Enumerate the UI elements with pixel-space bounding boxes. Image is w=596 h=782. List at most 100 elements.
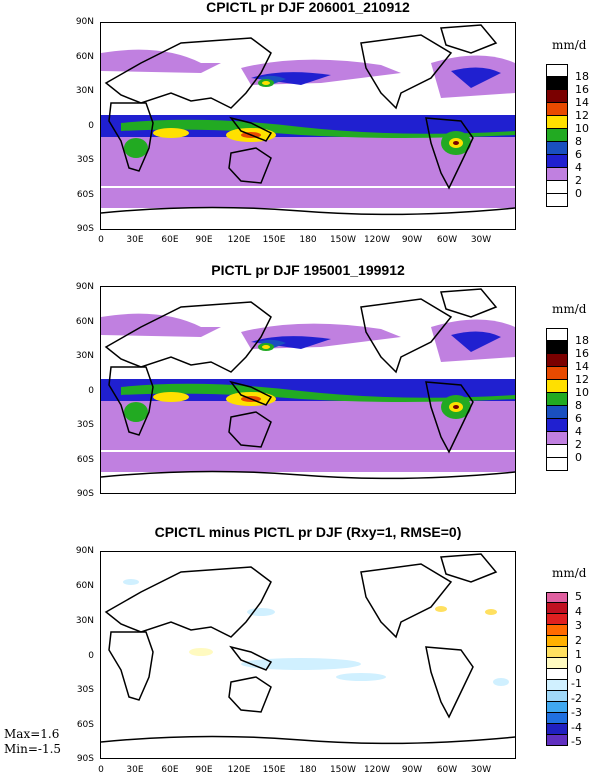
colorbar-box [546,419,568,432]
colorbar-box [546,636,568,647]
panel-difference: CPICTL minus PICTL pr DJF (Rxy=1, RMSE=0… [0,524,596,782]
precip-map [101,24,515,216]
lon-label: 90E [195,235,213,245]
colorbar-label: -5 [571,735,582,748]
lon-label: 90W [401,765,423,775]
colorbar-box [546,625,568,636]
southern-ocean-band [101,452,515,472]
lon-label: 180 [299,235,317,245]
lat-label: 30S [76,685,94,695]
map-plot [100,551,516,759]
africa-green [124,138,148,158]
colorbar-box [546,702,568,713]
colorbar-box [546,354,568,367]
colorbar-box [546,592,568,603]
colorbar-box [546,680,568,691]
precip-map [101,288,515,480]
kuroshio-core [259,75,286,85]
colorbar-box [546,406,568,419]
colorbar-box [546,64,568,77]
africa-green [124,402,148,422]
colorbar-label: 12 [575,109,589,122]
colorbar-box [546,116,568,129]
colorbar-label: 0 [575,451,582,464]
lat-label: 0 [88,651,94,661]
lon-label: 90W [401,235,423,245]
indian-max [153,128,189,138]
lon-label: 120E [227,235,251,245]
colorbar [546,328,568,471]
colorbar-label: 8 [575,135,582,148]
colorbar-box [546,194,568,207]
colorbar-label: 10 [575,122,589,135]
kuroshio-max [262,81,270,85]
map-plot [100,286,516,494]
lat-label: 60N [75,581,94,591]
lat-label: 30N [75,351,94,361]
panel-cpictl: CPICTL pr DJF 206001_210912 [0,0,596,260]
colorbar-label: 6 [575,412,582,425]
colorbar-label: -3 [571,706,582,719]
colorbar-label: 16 [575,347,589,360]
pos-anomaly [435,606,447,612]
panel-title: CPICTL minus PICTL pr DJF (Rxy=1, RMSE=0… [154,524,462,540]
colorbar-box [546,90,568,103]
colorbar-label: -4 [571,721,582,734]
panel-title: CPICTL pr DJF 206001_210912 [206,0,410,15]
neg-anomaly [493,678,509,686]
colorbar-label: 12 [575,373,589,386]
lon-label: 90E [195,765,213,775]
colorbar-label: 0 [575,187,582,200]
lon-label: 150W [329,235,357,245]
nh-band-west [101,49,221,73]
panel-pictl: PICTL pr DJF 195001_199912 [0,262,596,522]
panel-title: PICTL pr DJF 195001_199912 [211,262,405,278]
colorbar-label: 14 [575,96,589,109]
atlantic-core [451,67,501,88]
lat-label: 0 [88,121,94,131]
coastlines [101,553,515,745]
colorbar-box [546,724,568,735]
pacific-core [251,72,331,85]
colorbar-label: 0 [575,663,582,676]
colorbar-box [546,603,568,614]
colorbar-box [546,181,568,194]
lon-label: 60W [436,235,458,245]
pos-anomaly [485,609,497,615]
kuroshio-core [259,339,286,349]
amazon-peak [453,141,459,145]
neg-anomaly [247,608,275,616]
colorbar-label: 6 [575,148,582,161]
colorbar-label: 16 [575,83,589,96]
units-label: mm/d [552,38,587,52]
map-plot [100,22,516,230]
lon-label: 30E [126,235,144,245]
neg-anomaly [123,579,139,585]
itcz-green [121,383,515,402]
colorbar-box [546,669,568,680]
colorbar-box [546,142,568,155]
lon-label: 0 [98,235,104,245]
southern-ocean-band [101,188,515,208]
lat-label: 60N [75,52,94,62]
colorbar-label: 2 [575,634,582,647]
lon-label: 60E [161,235,179,245]
pos-anomaly [189,648,213,656]
sahara-dry [101,98,191,113]
sahara-dry [101,362,191,377]
lon-label: 150E [262,235,286,245]
lon-label: 30W [470,765,492,775]
colorbar-box [546,367,568,380]
lat-label: 60S [76,720,94,730]
colorbar-box [546,328,568,341]
colorbar-label: 5 [575,590,582,603]
lon-label: 150E [262,765,286,775]
neg-anomaly [241,658,361,670]
colorbar-box [546,103,568,116]
atlantic-core [451,331,501,352]
lat-label: 60N [75,317,94,327]
colorbar-box [546,647,568,658]
colorbar-box [546,77,568,90]
colorbar-box [546,129,568,142]
lon-label: 150W [329,765,357,775]
